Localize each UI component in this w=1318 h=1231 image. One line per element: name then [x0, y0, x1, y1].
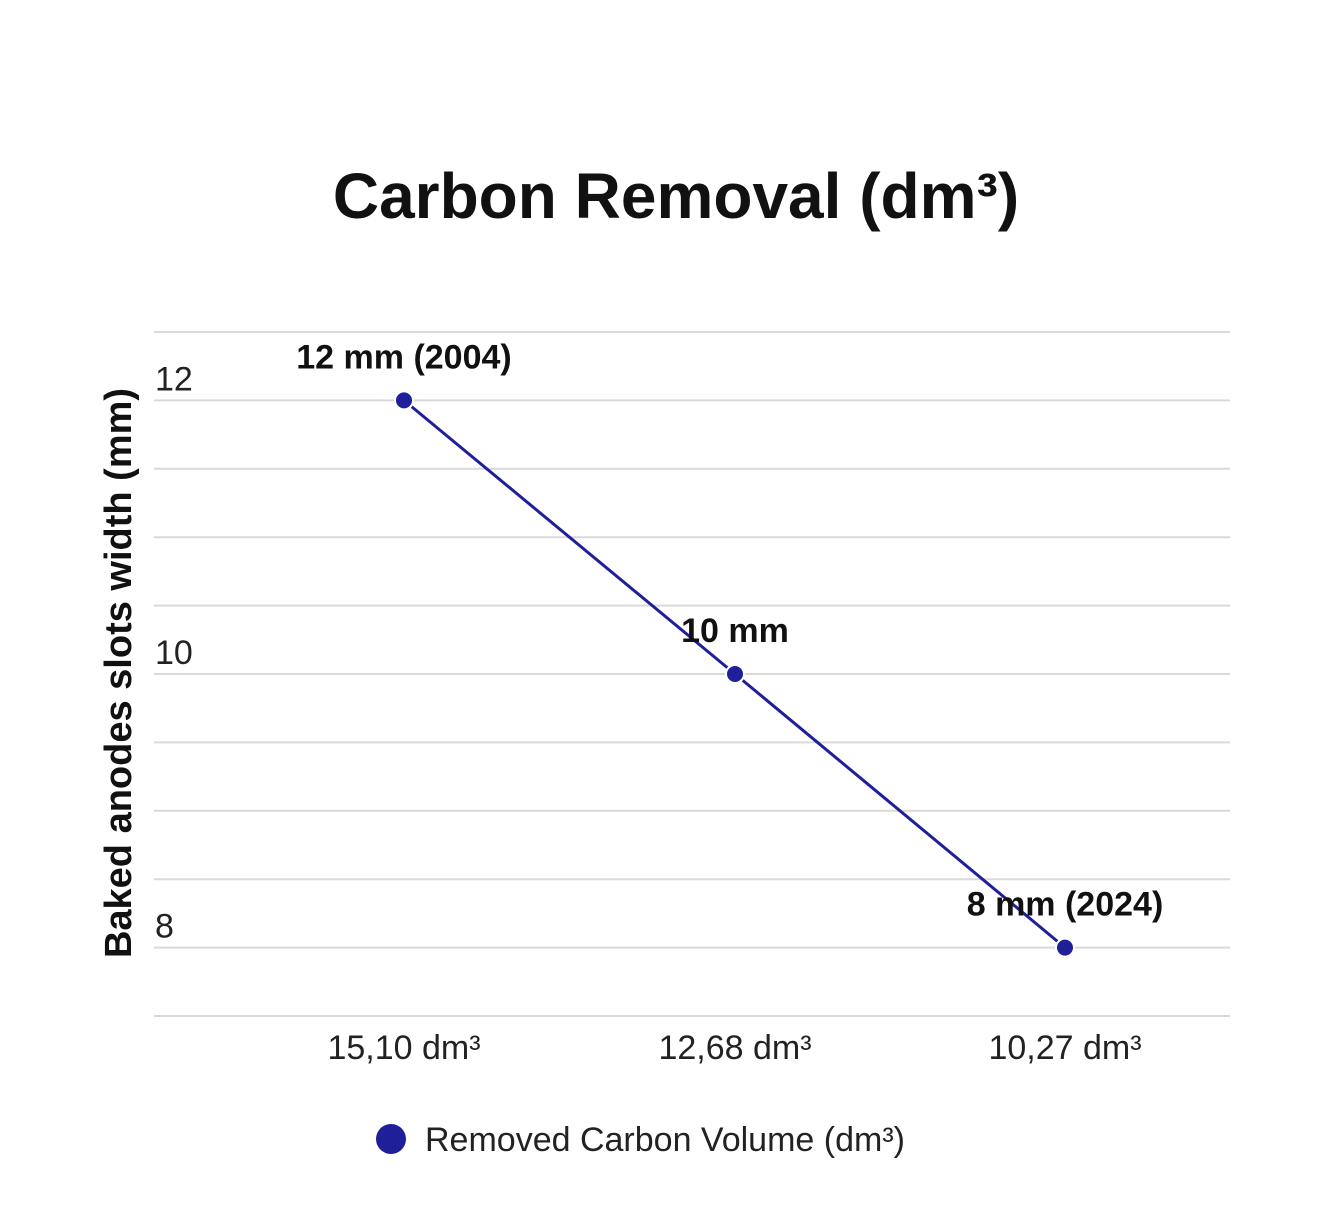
y-tick-label: 8 — [155, 908, 174, 946]
series-line-group — [394, 390, 1075, 958]
legend-label: Removed Carbon Volume (dm³) — [425, 1121, 905, 1159]
y-axis-ticks: 8 10 12 — [155, 360, 193, 945]
gridlines — [154, 331, 1230, 1017]
x-axis-ticks: 15,10 dm³ 12,68 dm³ 10,27 dm³ — [327, 1029, 1141, 1067]
data-label: 12 mm (2004) — [296, 338, 511, 376]
legend: Removed Carbon Volume (dm³) — [376, 1121, 905, 1159]
data-label: 8 mm (2024) — [967, 886, 1164, 924]
data-label: 10 mm — [681, 612, 789, 650]
x-tick-label: 12,68 dm³ — [658, 1029, 811, 1067]
data-point — [1055, 937, 1075, 958]
chart-title: Carbon Removal (dm³) — [333, 160, 1019, 232]
data-labels: 12 mm (2004) 10 mm 8 mm (2024) — [296, 338, 1163, 923]
y-axis-label: Baked anodes slots width (mm) — [98, 388, 140, 958]
legend-marker — [376, 1124, 406, 1154]
x-tick-label: 15,10 dm³ — [327, 1029, 480, 1067]
data-point — [394, 390, 414, 411]
x-tick-label: 10,27 dm³ — [988, 1029, 1141, 1067]
y-tick-label: 10 — [155, 634, 193, 672]
y-tick-label: 12 — [155, 360, 193, 398]
data-point — [725, 664, 745, 684]
